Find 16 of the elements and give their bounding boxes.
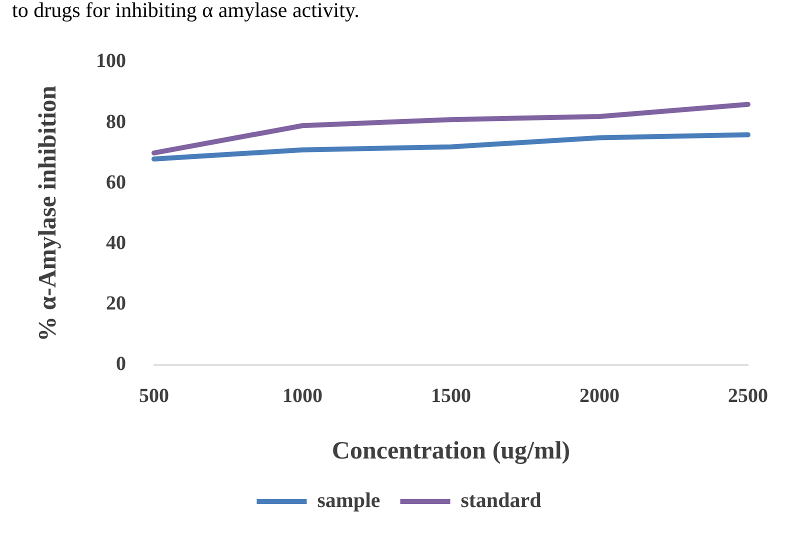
y-tick-label: 40 <box>106 232 126 254</box>
x-tick-label: 500 <box>139 385 169 408</box>
x-tick-label: 2000 <box>580 385 620 408</box>
y-tick-label: 100 <box>96 50 126 72</box>
y-tick-label: 0 <box>116 353 126 376</box>
legend-label: sample <box>317 488 380 512</box>
x-axis-title: Concentration (ug/ml) <box>332 437 570 464</box>
y-axis-title: % α-Amylase inhibition <box>34 86 62 342</box>
legend-label: standard <box>460 488 542 512</box>
y-tick-label: 80 <box>106 110 126 133</box>
text: to drugs for inhibiting α amylase activity. <box>11 0 360 22</box>
y-tick-label: 60 <box>106 171 126 194</box>
y-tick-label: 20 <box>106 292 126 315</box>
x-tick-label: 2500 <box>728 385 768 408</box>
x-tick-label: 1000 <box>282 385 322 408</box>
x-tick-label: 1500 <box>431 385 471 408</box>
